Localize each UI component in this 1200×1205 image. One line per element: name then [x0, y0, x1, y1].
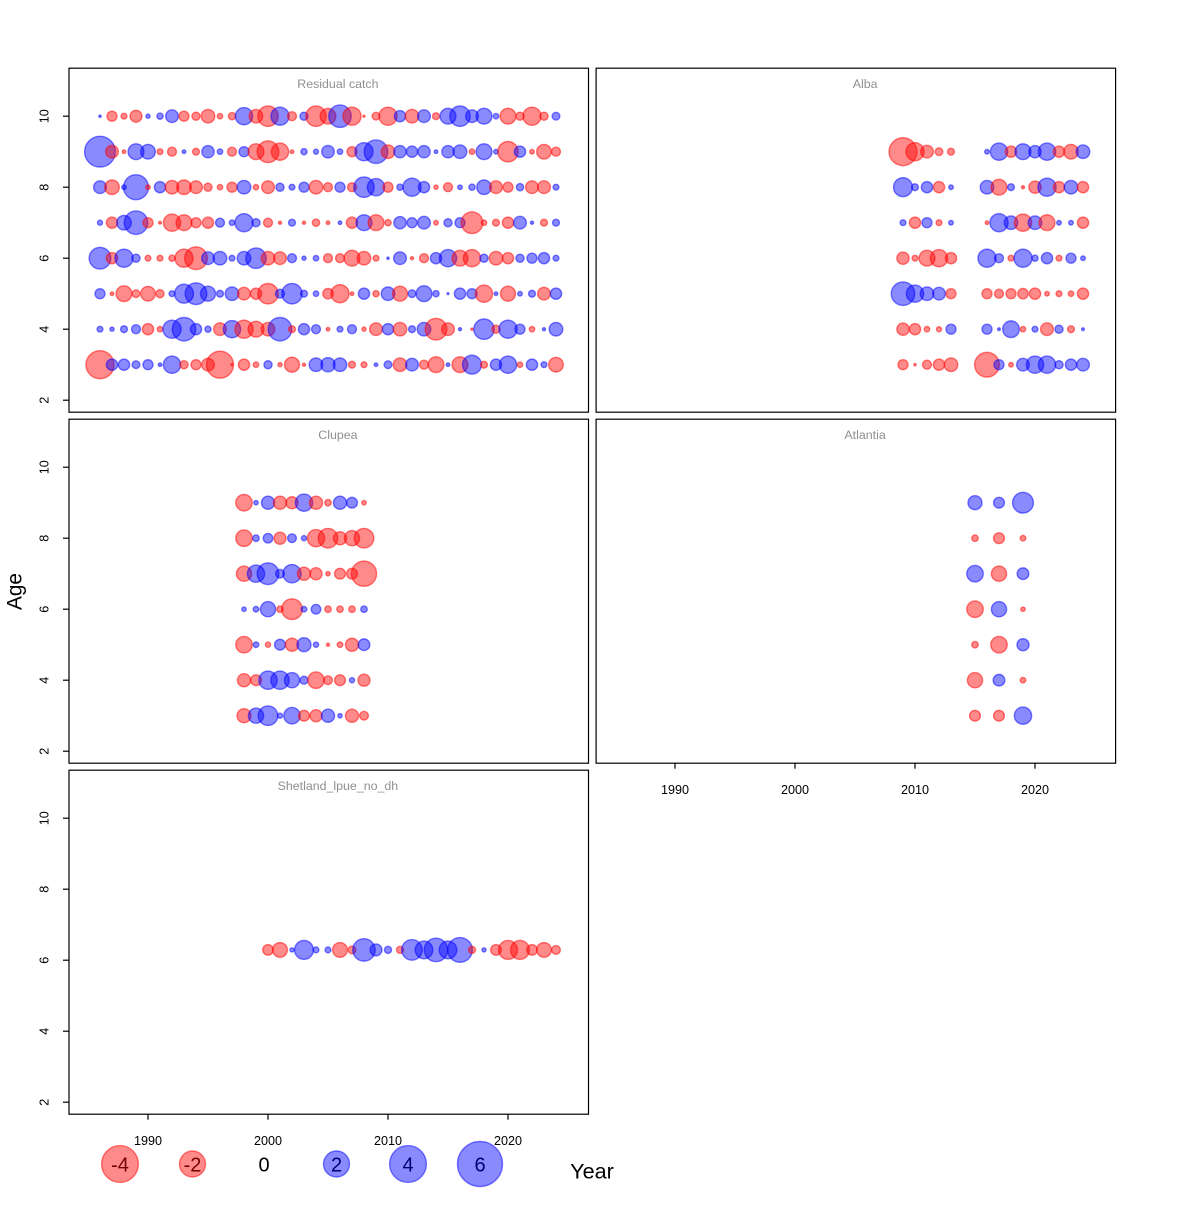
svg-text:4: 4 [38, 326, 52, 333]
svg-text:2: 2 [38, 1099, 52, 1106]
svg-text:2010: 2010 [374, 1134, 402, 1148]
svg-text:2000: 2000 [254, 1134, 282, 1148]
svg-text:-2: -2 [184, 1154, 202, 1176]
svg-text:10: 10 [38, 460, 52, 474]
svg-text:4: 4 [402, 1154, 413, 1176]
svg-text:10: 10 [38, 109, 52, 123]
svg-text:Age: Age [3, 573, 26, 610]
svg-text:Residual catch: Residual catch [297, 77, 378, 91]
svg-text:1990: 1990 [661, 783, 689, 797]
svg-text:6: 6 [38, 606, 52, 613]
svg-text:8: 8 [38, 184, 52, 191]
svg-text:10: 10 [38, 811, 52, 825]
svg-text:2010: 2010 [901, 783, 929, 797]
svg-text:6: 6 [38, 957, 52, 964]
svg-text:2020: 2020 [494, 1134, 522, 1148]
svg-text:Atlantia: Atlantia [844, 428, 885, 442]
svg-text:Clupea: Clupea [318, 428, 357, 442]
svg-text:6: 6 [38, 255, 52, 262]
svg-text:-4: -4 [111, 1154, 129, 1176]
svg-text:2020: 2020 [1021, 783, 1049, 797]
svg-text:Shetland_lpue_no_dh: Shetland_lpue_no_dh [278, 779, 399, 793]
svg-text:Year: Year [570, 1159, 614, 1184]
svg-text:2: 2 [38, 748, 52, 755]
svg-text:8: 8 [38, 535, 52, 542]
svg-text:8: 8 [38, 886, 52, 893]
svg-text:4: 4 [38, 677, 52, 684]
svg-text:2: 2 [331, 1154, 342, 1176]
svg-text:Alba: Alba [853, 77, 878, 91]
svg-text:2000: 2000 [781, 783, 809, 797]
svg-text:4: 4 [38, 1028, 52, 1035]
svg-text:2: 2 [38, 397, 52, 404]
svg-text:1990: 1990 [134, 1134, 162, 1148]
svg-text:0: 0 [258, 1154, 269, 1176]
svg-text:6: 6 [474, 1154, 485, 1176]
